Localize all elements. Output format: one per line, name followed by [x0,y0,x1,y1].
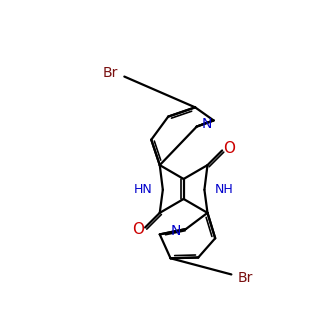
Text: Br: Br [238,271,253,284]
Text: N: N [201,117,212,131]
Text: O: O [132,221,144,237]
Text: NH: NH [215,183,234,196]
Text: Br: Br [103,66,118,81]
Text: N: N [171,224,181,238]
Text: HN: HN [133,183,152,196]
Text: O: O [223,142,235,156]
